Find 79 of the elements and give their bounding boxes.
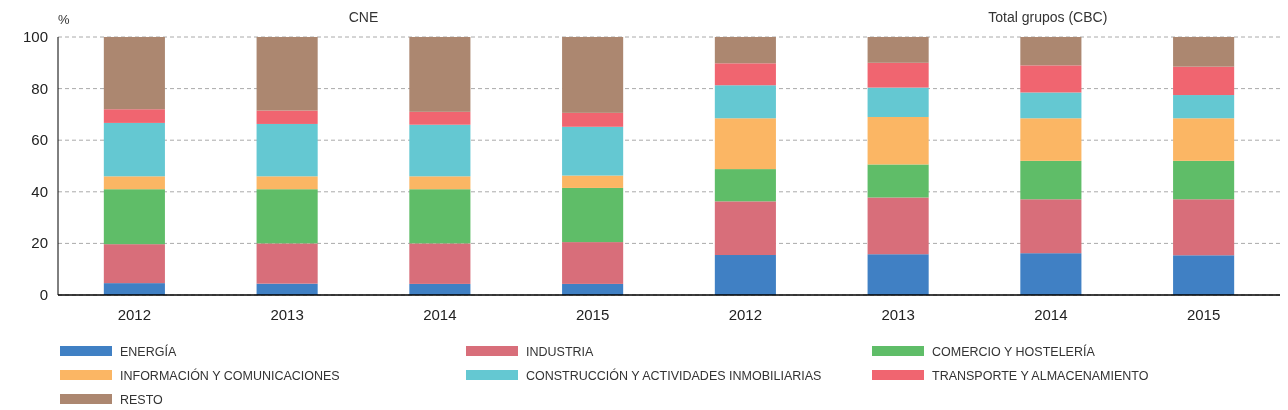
bar [1173,255,1235,295]
bar [1020,160,1082,200]
bar [409,124,471,177]
bar [256,123,318,177]
x-tick-label: 2015 [1186,306,1221,323]
bar [1173,66,1235,96]
legend-label: ENERGÍA [120,344,177,359]
bar [256,176,318,190]
bar [409,283,471,295]
bar [256,37,318,111]
x-tick-label: 2013 [881,306,915,323]
y-tick-label: 0 [39,286,48,303]
bar [256,189,318,244]
bar [562,37,624,113]
bar [409,111,471,125]
bar [409,176,471,190]
bar [867,62,929,88]
y-axis-title: % [58,12,70,27]
bar [562,126,624,176]
x-tick-label: 2015 [575,306,610,323]
bar [1173,37,1235,67]
bar [714,85,776,119]
x-tick-label: 2012 [117,306,152,323]
bar [562,283,624,295]
bar [714,118,776,170]
bar [562,112,624,127]
legend-label: COMERCIO Y HOSTELERÍA [932,344,1096,359]
x-tick-label: 2014 [423,306,457,323]
bar [103,37,165,110]
text: CNE [348,9,379,25]
bar [1020,253,1082,295]
bar [1020,92,1082,119]
y-tick-label: 20 [31,234,48,252]
bar [714,63,776,86]
bar [1020,37,1082,66]
bar [714,255,776,295]
bar [867,197,929,255]
bar [1020,118,1082,161]
bar [714,169,776,202]
bar [409,37,471,112]
legend-label: CONSTRUCCIÓN Y ACTIVIDADES INMOBILIARIAS [526,368,822,383]
bar [714,37,776,64]
bar [867,254,929,295]
bar [409,243,471,284]
bar [256,243,318,284]
bar [1173,95,1235,119]
bar [103,244,165,284]
bar [103,189,165,245]
bar [256,110,318,124]
y-tick-label: 40 [31,182,48,200]
bar [1173,160,1235,200]
bar [562,242,624,284]
bar [867,164,929,198]
bar [867,37,929,63]
legend-label: INFORMACIÓN Y COMUNICACIONES [120,368,340,383]
bar [562,175,624,188]
y-tick-label: 60 [31,131,48,149]
legend-label: INDUSTRIA [526,345,595,359]
bar [103,283,165,295]
bar [1020,199,1082,254]
y-tick-label: 100 [22,28,48,45]
bar [1020,65,1082,93]
bar [103,122,165,177]
bar [409,189,471,244]
bar [714,201,776,256]
x-tick-label: 2013 [270,306,304,323]
bar [562,187,624,243]
bar [1173,118,1235,161]
legend-label: RESTO [120,393,164,407]
legend-label: TRANSPORTE Y ALMACENAMIENTO [932,369,1149,383]
bar [1173,199,1235,256]
x-tick-label: 2012 [728,306,763,323]
bar [103,109,165,123]
x-tick-label: 2014 [1034,306,1068,323]
bar [867,87,929,117]
text: Total grupos (CBC) [988,9,1108,25]
bar [867,116,929,165]
y-tick-label: 80 [31,79,48,97]
bar [103,176,165,190]
